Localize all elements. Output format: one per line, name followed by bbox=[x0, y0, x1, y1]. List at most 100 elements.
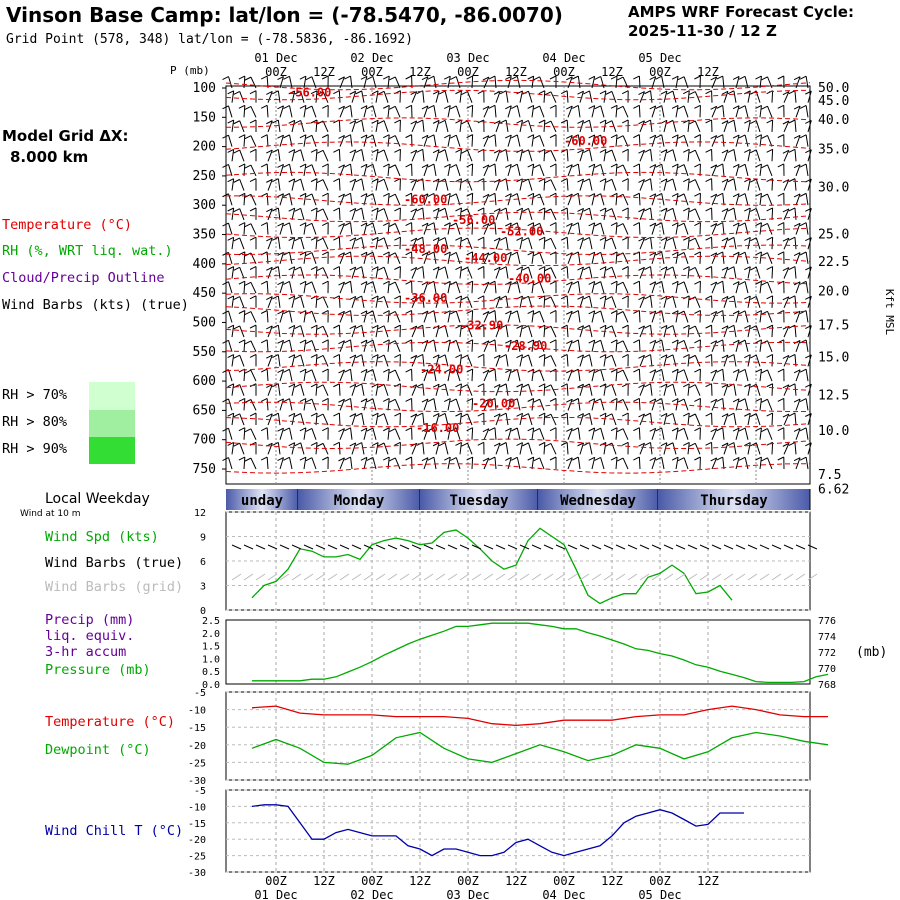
wind-barb-flag bbox=[333, 90, 340, 95]
wind-barb bbox=[321, 456, 329, 470]
wind-barb-flag bbox=[633, 75, 640, 80]
wind-barb-staff bbox=[539, 281, 545, 294]
wind-barb-staff bbox=[550, 443, 557, 455]
wind-barb-staff bbox=[239, 355, 245, 367]
wind-barb-flag bbox=[305, 252, 313, 257]
wind-barb bbox=[621, 353, 629, 367]
wind-barb-flag bbox=[394, 324, 401, 329]
surface-wind-barb bbox=[495, 544, 506, 550]
wind-barb-staff bbox=[363, 281, 368, 294]
wind-barb-staff bbox=[435, 413, 440, 426]
wind-barb-flag bbox=[371, 207, 379, 212]
wind-barb-flag bbox=[750, 442, 757, 447]
wind-barb-staff bbox=[277, 383, 281, 396]
wind-barb bbox=[338, 340, 345, 352]
wind-barb-staff bbox=[567, 135, 573, 147]
wind-barb bbox=[277, 105, 284, 118]
wind-barb-flag bbox=[266, 178, 273, 183]
wind-barb-flag bbox=[732, 427, 740, 432]
wind-barb-flag bbox=[777, 456, 785, 461]
wind-barb-staff bbox=[735, 164, 740, 177]
wind-barb-staff bbox=[375, 90, 379, 103]
wind-barb-staff bbox=[447, 369, 451, 382]
wind-barb bbox=[649, 193, 657, 206]
wind-barb bbox=[377, 266, 389, 279]
wind-barb-flag bbox=[366, 75, 374, 80]
wind-barb-staff bbox=[694, 325, 701, 338]
wind-barb bbox=[727, 383, 737, 396]
wind-barb-flag bbox=[605, 208, 613, 213]
wind-barb-flag bbox=[389, 457, 396, 462]
wind-barb-staff bbox=[723, 237, 729, 250]
wind-barb bbox=[299, 280, 307, 294]
rh-90-label: RH > 90% bbox=[2, 441, 68, 457]
top-date-label: 05 Dec bbox=[638, 51, 681, 65]
wind-barb-flag bbox=[455, 178, 462, 183]
wind-barb-flag bbox=[588, 339, 595, 344]
wind-barb bbox=[427, 75, 437, 89]
wind-barb bbox=[666, 90, 677, 103]
wind-barb-flag bbox=[511, 427, 518, 432]
wind-barb bbox=[750, 208, 761, 221]
wind-barb-staff bbox=[289, 398, 293, 411]
wind-barb-flag bbox=[244, 193, 252, 198]
wind-barb-staff bbox=[639, 120, 645, 133]
wind-barb-staff bbox=[387, 76, 390, 89]
wind-barb-staff bbox=[494, 222, 497, 235]
wind-barb-flag bbox=[482, 311, 490, 315]
wind-barb-flag bbox=[793, 134, 801, 139]
wind-barb bbox=[761, 428, 773, 440]
wind-barb-flag bbox=[499, 266, 507, 271]
wind-barb-staff bbox=[651, 340, 657, 352]
wind-barb bbox=[438, 266, 449, 279]
wind-barb-staff bbox=[483, 106, 490, 118]
wind-barb-staff bbox=[433, 369, 437, 382]
wind-barb bbox=[344, 339, 353, 352]
wind-barb bbox=[333, 324, 341, 338]
wind-barb bbox=[493, 296, 501, 308]
wind-barb-flag bbox=[299, 398, 307, 402]
wind-barb bbox=[416, 119, 425, 133]
wind-barb bbox=[299, 192, 307, 206]
wind-barb bbox=[683, 178, 690, 191]
wind-barb-staff bbox=[543, 442, 546, 455]
grid-wind-barb bbox=[423, 573, 434, 581]
wind-barb-staff bbox=[611, 149, 617, 162]
wind-barb-staff bbox=[361, 266, 365, 279]
wind-barb-flag bbox=[244, 76, 252, 81]
wind-barb bbox=[694, 456, 701, 470]
wind-barb-flag bbox=[683, 412, 690, 417]
pressure-tick-label: 550 bbox=[193, 345, 216, 360]
wind-barb-staff bbox=[228, 164, 233, 177]
wind-barb bbox=[777, 134, 785, 147]
surface-wind-barb bbox=[639, 544, 650, 550]
wind-barb bbox=[633, 280, 641, 294]
wind-barb-flag bbox=[410, 237, 417, 242]
wind-barb-flag bbox=[493, 120, 501, 125]
wind-barb-staff bbox=[383, 91, 389, 103]
wind-barb bbox=[333, 207, 341, 220]
wind-barb-staff bbox=[311, 76, 317, 89]
wind-barb-flag bbox=[450, 105, 457, 110]
wind-barb bbox=[338, 369, 345, 382]
wind-barb-flag bbox=[710, 135, 717, 140]
wind-barb-flag bbox=[649, 251, 656, 256]
wind-barb bbox=[233, 120, 245, 133]
wind-barb-staff bbox=[675, 457, 679, 470]
wind-barb-flag bbox=[266, 149, 273, 154]
wind-barb-staff bbox=[694, 208, 701, 221]
wind-barb-staff bbox=[266, 369, 269, 382]
wind-barb-flag bbox=[583, 119, 590, 124]
wind-barb-flag bbox=[383, 456, 390, 461]
wind-barb-flag bbox=[583, 324, 590, 329]
wind-barb-flag bbox=[410, 149, 417, 154]
wind-barb-flag bbox=[233, 208, 240, 213]
wind-barb-staff bbox=[267, 442, 273, 455]
wind-barb-staff bbox=[279, 222, 284, 235]
wind-barb bbox=[511, 163, 521, 177]
wind-barb-staff bbox=[351, 325, 357, 338]
wind-barb-flag bbox=[466, 368, 473, 373]
surface-wind-barb bbox=[795, 544, 806, 550]
wind-barb bbox=[499, 90, 509, 103]
wind-barb bbox=[222, 281, 233, 294]
